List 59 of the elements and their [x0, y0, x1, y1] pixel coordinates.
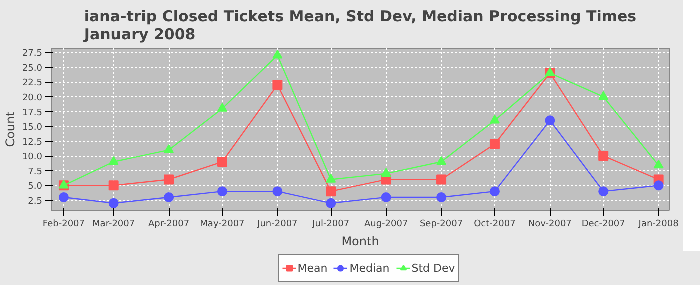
point: [326, 186, 336, 197]
point: [490, 139, 500, 150]
point: [272, 50, 283, 59]
y-tick-label: 5.0: [28, 182, 43, 192]
point: [326, 198, 336, 208]
point: [545, 116, 556, 126]
y-tick-label: 20.0: [22, 93, 43, 104]
y-tick-label: 7.5: [28, 167, 43, 178]
y-tick-label: 10.0: [22, 152, 43, 163]
point: [490, 186, 500, 197]
point: [598, 151, 609, 162]
point: [436, 174, 447, 185]
y-tick-label: 25.0: [22, 64, 43, 74]
legend-label: Mean: [298, 262, 328, 274]
point: [598, 91, 609, 100]
point: [654, 160, 664, 169]
x-tick-label: Jul-2007: [312, 220, 350, 230]
point: [598, 186, 609, 197]
y-tick-label: 22.5: [22, 78, 43, 89]
point: [654, 180, 664, 191]
point: [217, 186, 228, 197]
y-tick-label: 27.5: [22, 49, 43, 60]
y-axis-title: Count: [3, 111, 18, 148]
x-tick-label: Oct-2007: [474, 220, 516, 230]
x-tick-label: Aug-2007: [364, 220, 408, 230]
point: [217, 157, 228, 168]
y-tick-label: 2.5: [28, 196, 43, 207]
x-tick-label: Feb-2007: [42, 220, 86, 230]
legend-label: Median: [350, 262, 390, 274]
point: [490, 114, 500, 124]
point: [272, 186, 283, 197]
y-tick-label: 12.5: [22, 138, 43, 148]
point: [108, 156, 119, 166]
y-tick-label: 17.5: [22, 108, 43, 118]
point: [108, 198, 119, 208]
x-tick-label: Nov-2007: [528, 220, 572, 230]
point: [436, 156, 447, 166]
point: [381, 168, 392, 177]
chart-title: iana-trip Closed Tickets Mean, Std Dev, Median Processing Times January 2008: [83, 8, 637, 44]
x-tick-label: Jan-2008: [638, 220, 680, 230]
point: [217, 103, 228, 112]
x-tick-label: Apr-2007: [148, 220, 190, 230]
point: [164, 192, 174, 202]
legend-label: Std Dev: [412, 262, 456, 274]
point: [164, 174, 174, 185]
x-tick-label: Jun-2007: [256, 220, 298, 230]
point: [164, 144, 174, 154]
point: [272, 80, 283, 90]
point: [58, 192, 69, 202]
x-tick-label: May-2007: [200, 220, 245, 230]
x-axis-title: Month: [342, 234, 380, 248]
point: [326, 174, 336, 183]
point: [381, 192, 392, 202]
x-tick-label: Dec-2007: [582, 220, 626, 230]
y-tick-label: 15.0: [22, 123, 43, 134]
point: [436, 192, 447, 202]
point: [108, 180, 119, 191]
x-tick-label: Mar-2007: [92, 220, 136, 230]
x-tick-label: Sep-2007: [420, 220, 464, 230]
